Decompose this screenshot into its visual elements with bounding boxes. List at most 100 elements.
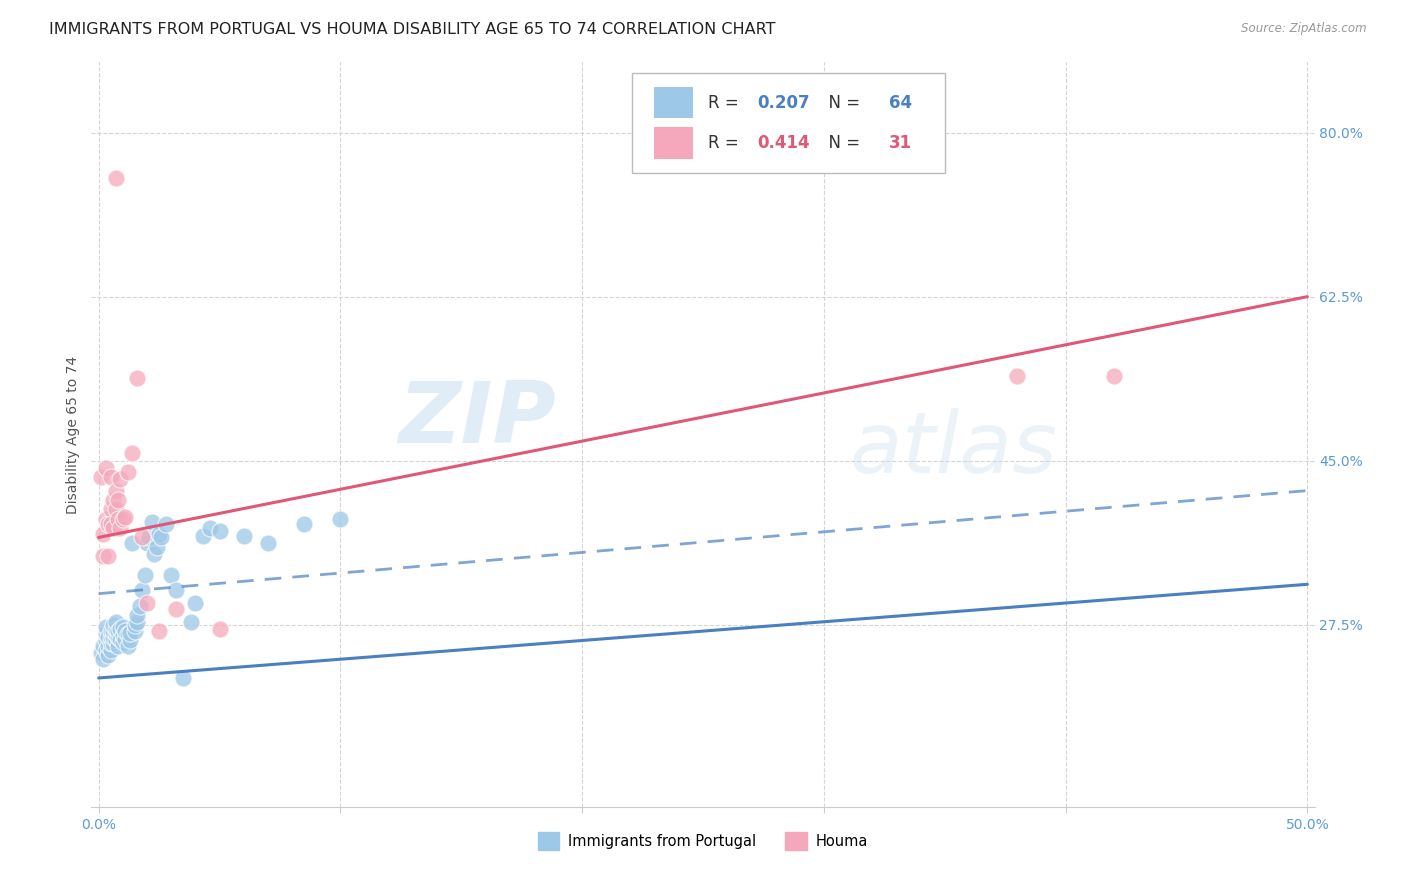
Point	[121, 536, 143, 550]
Point	[107, 512, 129, 526]
Point	[127, 608, 149, 623]
Point	[111, 635, 134, 649]
Point	[117, 627, 139, 641]
Text: 0.414: 0.414	[756, 134, 810, 152]
Point	[111, 512, 134, 526]
Point	[101, 617, 124, 632]
Point	[124, 624, 146, 639]
Point	[100, 502, 122, 516]
Point	[94, 620, 117, 634]
Point	[97, 639, 120, 653]
Point	[208, 524, 231, 538]
Point	[114, 509, 136, 524]
Point	[127, 371, 149, 385]
Legend: Immigrants from Portugal, Houma: Immigrants from Portugal, Houma	[531, 826, 875, 855]
Point	[100, 624, 122, 639]
Point	[104, 627, 127, 641]
Point	[184, 596, 207, 610]
Point	[128, 599, 150, 613]
Point	[148, 526, 170, 541]
Point	[101, 630, 124, 644]
Point	[101, 624, 124, 639]
Point	[110, 472, 132, 486]
Point	[107, 639, 129, 653]
Point	[100, 643, 122, 657]
Text: 0.207: 0.207	[756, 94, 810, 112]
Text: R =: R =	[707, 94, 744, 112]
Point	[127, 615, 149, 629]
Point	[155, 517, 177, 532]
Point	[1007, 369, 1029, 384]
Point	[104, 170, 127, 185]
Point	[191, 528, 214, 542]
Point	[94, 643, 117, 657]
Point	[121, 446, 143, 460]
Point	[117, 639, 139, 653]
Point	[94, 461, 117, 475]
Point	[136, 536, 159, 550]
Point	[97, 549, 120, 564]
Point	[329, 512, 352, 526]
Point	[100, 636, 122, 650]
Point	[257, 536, 280, 550]
Point	[104, 615, 127, 629]
Y-axis label: Disability Age 65 to 74: Disability Age 65 to 74	[66, 356, 80, 514]
Text: 31: 31	[889, 134, 912, 152]
Point	[90, 646, 112, 660]
Text: IMMIGRANTS FROM PORTUGAL VS HOUMA DISABILITY AGE 65 TO 74 CORRELATION CHART: IMMIGRANTS FROM PORTUGAL VS HOUMA DISABI…	[49, 22, 776, 37]
Point	[100, 470, 122, 484]
Point	[114, 624, 136, 639]
Point	[97, 517, 120, 532]
FancyBboxPatch shape	[654, 87, 693, 119]
Point	[94, 633, 117, 648]
Point	[100, 517, 122, 532]
Point	[117, 465, 139, 479]
Point	[148, 624, 170, 639]
Text: N =: N =	[818, 94, 865, 112]
Point	[104, 502, 127, 516]
Point	[94, 627, 117, 641]
Point	[120, 626, 142, 640]
Point	[141, 515, 163, 529]
Point	[150, 531, 173, 545]
Point	[93, 639, 115, 653]
Point	[104, 622, 127, 636]
Text: R =: R =	[707, 134, 744, 152]
Point	[143, 547, 166, 561]
Point	[107, 492, 129, 507]
Point	[172, 671, 194, 685]
Point	[114, 632, 136, 646]
Point	[93, 549, 115, 564]
Point	[1102, 369, 1125, 384]
Point	[93, 526, 115, 541]
Point	[138, 531, 160, 545]
Point	[104, 483, 127, 498]
Point	[208, 622, 231, 636]
Point	[198, 521, 221, 535]
Point	[120, 633, 142, 648]
Point	[165, 601, 187, 615]
Text: Source: ZipAtlas.com: Source: ZipAtlas.com	[1241, 22, 1367, 36]
Point	[131, 582, 153, 597]
Point	[101, 521, 124, 535]
Point	[232, 528, 254, 542]
Point	[131, 531, 153, 545]
Point	[292, 517, 315, 532]
Point	[110, 622, 132, 636]
Point	[134, 568, 156, 582]
Point	[160, 568, 183, 582]
FancyBboxPatch shape	[633, 73, 945, 173]
Point	[97, 648, 120, 663]
Point	[124, 617, 146, 632]
Point	[110, 521, 132, 535]
FancyBboxPatch shape	[654, 128, 693, 159]
Point	[107, 624, 129, 639]
Point	[94, 512, 117, 526]
Text: 64: 64	[889, 94, 912, 112]
Point	[97, 630, 120, 644]
Point	[110, 632, 132, 646]
Point	[93, 652, 115, 666]
Point	[179, 615, 201, 629]
Point	[107, 630, 129, 644]
Text: N =: N =	[818, 134, 865, 152]
